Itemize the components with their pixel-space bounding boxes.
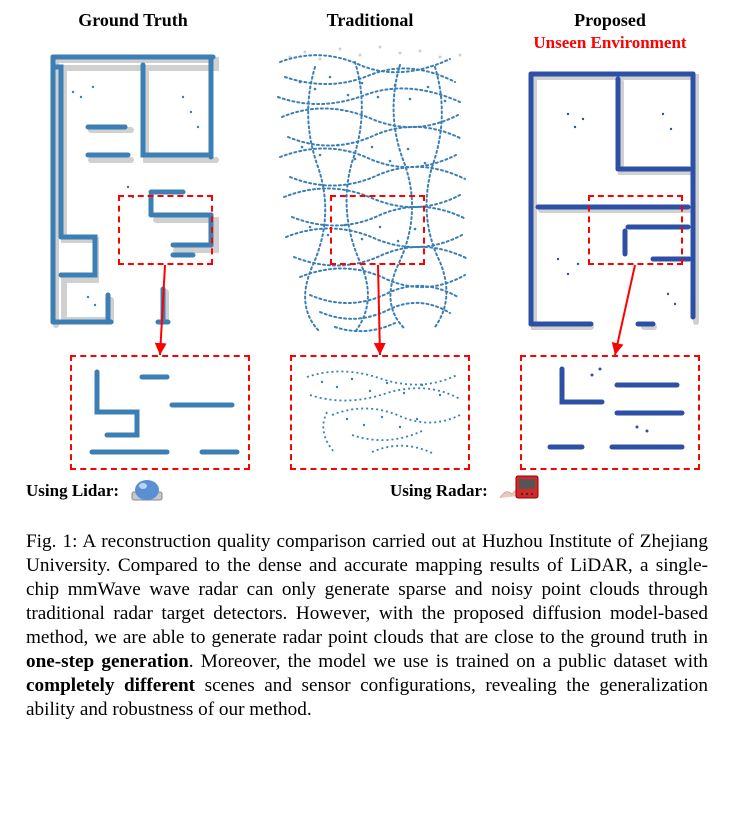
caption-text-2: . Moreover, the model we use is trained … <box>189 651 708 672</box>
title-traditional: Traditional <box>255 10 485 31</box>
figure-caption: Fig. 1: A reconstruction quality compari… <box>26 530 708 722</box>
detail-prop-svg <box>522 357 698 468</box>
column-ground-truth: Ground Truth <box>28 10 238 337</box>
detail-box-traditional <box>290 355 470 470</box>
lidar-icon <box>128 472 166 504</box>
figure-panel: Ground Truth <box>0 0 733 510</box>
caption-bold-2: completely different <box>26 675 195 696</box>
label-using-lidar: Using Lidar: <box>26 481 119 501</box>
column-proposed: Proposed Unseen Environment <box>505 10 715 339</box>
detail-box-proposed <box>520 355 700 470</box>
detail-box-gt <box>70 355 250 470</box>
title-proposed: Proposed <box>505 10 715 31</box>
roi-box-traditional <box>330 195 425 265</box>
column-traditional: Traditional <box>255 10 485 347</box>
title-ground-truth: Ground Truth <box>28 10 238 31</box>
subtitle-unseen: Unseen Environment <box>505 33 715 53</box>
roi-box-proposed <box>588 195 683 265</box>
radar-icon <box>498 470 542 506</box>
detail-trad-svg <box>292 357 468 468</box>
roi-box-gt <box>118 195 213 265</box>
caption-prefix: Fig. 1: <box>26 531 82 552</box>
caption-bold-1: one-step generation <box>26 651 189 672</box>
map-ground-truth <box>33 37 233 337</box>
caption-text-1: A reconstruction quality comparison carr… <box>26 531 708 648</box>
label-using-radar: Using Radar: <box>390 481 488 501</box>
detail-gt-svg <box>72 357 248 468</box>
map-traditional <box>260 37 480 347</box>
